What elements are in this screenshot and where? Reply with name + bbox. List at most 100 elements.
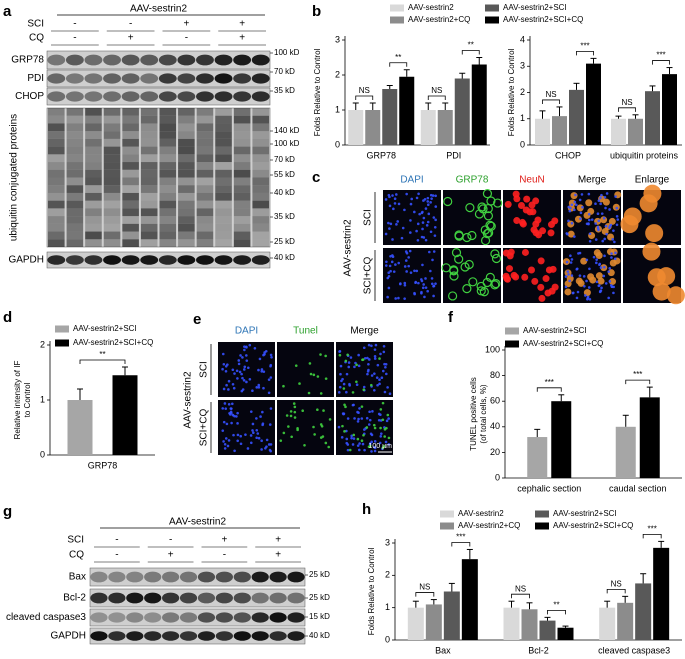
blot-smear — [48, 177, 65, 186]
cell — [415, 269, 419, 273]
cell — [399, 282, 402, 285]
bar — [461, 559, 478, 640]
cell — [237, 362, 241, 366]
cell — [387, 443, 391, 446]
blot-smear — [48, 131, 65, 139]
blot-band — [177, 73, 196, 84]
cell — [597, 199, 601, 202]
blot-band — [287, 612, 305, 623]
blot-smear — [196, 169, 214, 178]
blot-band — [126, 571, 144, 583]
bar — [112, 375, 138, 455]
cell — [353, 365, 356, 369]
blot-smear — [103, 208, 121, 217]
blot-smear — [66, 138, 84, 147]
cell — [609, 259, 617, 267]
cell — [422, 199, 425, 202]
bar — [399, 76, 415, 145]
blot-smear — [233, 177, 251, 186]
cell — [573, 235, 576, 238]
cell — [384, 232, 388, 236]
cell — [531, 277, 539, 285]
cell — [245, 354, 248, 357]
cell — [426, 220, 430, 224]
group-label: AAV-sestrin2 — [169, 517, 226, 528]
cell — [380, 376, 384, 380]
cell — [360, 439, 364, 443]
marker-label: 100 kD — [274, 139, 300, 148]
significance-label: NS — [419, 583, 430, 592]
cell — [424, 286, 428, 289]
cell — [608, 226, 611, 229]
cell — [371, 410, 374, 413]
cell — [424, 238, 428, 242]
cell — [405, 270, 408, 273]
legend-swatch — [390, 4, 404, 12]
blot-smear — [103, 200, 121, 209]
cell — [599, 202, 602, 206]
y-tick-label: 3 — [335, 34, 340, 44]
cell — [430, 277, 434, 280]
blot-smear — [233, 223, 251, 232]
cell — [502, 249, 510, 257]
cell — [384, 362, 388, 366]
blot-smear — [233, 216, 251, 224]
blot-band — [84, 255, 103, 265]
panel-letter: b — [312, 3, 321, 20]
cell — [312, 373, 316, 377]
cell — [388, 227, 391, 230]
cell — [225, 422, 229, 426]
cell — [567, 230, 575, 238]
cell — [594, 202, 597, 205]
cell — [279, 439, 283, 442]
blot-smear — [103, 123, 121, 132]
cell — [610, 285, 614, 289]
blot-smear — [85, 177, 102, 186]
cell — [249, 410, 253, 413]
bar — [437, 110, 453, 145]
bar — [407, 607, 424, 640]
cell — [592, 255, 596, 259]
blot-smear — [48, 231, 65, 240]
blot-smear — [85, 216, 102, 224]
blot-smear — [140, 162, 158, 170]
cell — [451, 247, 462, 258]
cell — [222, 420, 226, 424]
y-tick-label: 1 — [520, 113, 525, 123]
cell — [348, 382, 351, 386]
blot-smear — [252, 216, 269, 224]
legend-label: AAV-sestrin2+SCI — [523, 326, 587, 335]
cell — [609, 278, 617, 286]
cell — [231, 402, 234, 406]
cell — [615, 206, 619, 210]
blot-smear — [140, 123, 158, 132]
condition-sign: - — [185, 33, 188, 44]
blot-smear — [48, 146, 65, 155]
cell — [599, 266, 603, 269]
cell — [342, 382, 346, 386]
cell — [265, 438, 269, 442]
cell — [504, 200, 512, 208]
cell — [597, 219, 601, 223]
group-label: AAV-sestrin2 — [183, 371, 194, 428]
cell — [565, 232, 569, 235]
cell — [370, 374, 374, 377]
blot-band — [197, 631, 216, 641]
significance-label: NS — [431, 86, 442, 95]
cell — [612, 229, 615, 232]
y-tick-label: 0 — [40, 449, 45, 459]
cell — [262, 386, 265, 390]
cell — [251, 429, 254, 432]
y-tick-label: 0 — [385, 634, 390, 644]
condition-label: CQ — [29, 33, 44, 44]
marker-label: 70 kD — [274, 67, 295, 76]
cell — [585, 222, 589, 226]
blot-band — [215, 571, 233, 583]
micrograph — [503, 190, 561, 245]
blot-smear — [252, 200, 269, 209]
cell — [585, 279, 588, 283]
blot-smear — [252, 192, 269, 201]
cell — [429, 193, 433, 197]
blot-smear — [122, 146, 139, 155]
cell — [532, 220, 540, 228]
